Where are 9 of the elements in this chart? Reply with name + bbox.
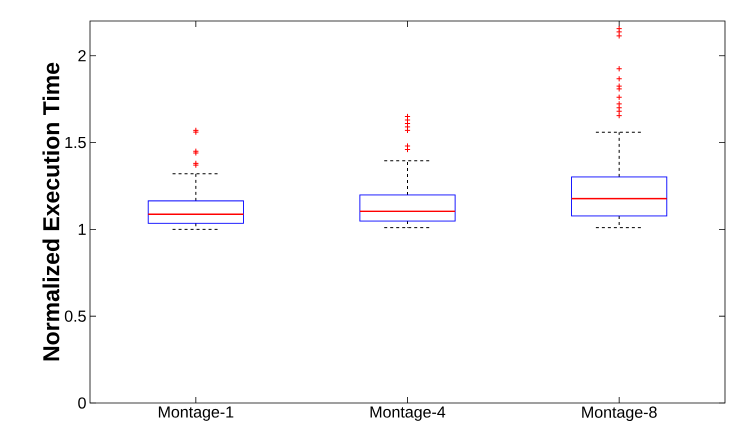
y-axis-title: Normalized Execution Time [42, 62, 60, 360]
x-tick-label: Montage-8 [582, 406, 657, 422]
x-tick-label: Montage-1 [158, 406, 234, 421]
y-tick-label: 1.5 [65, 136, 86, 148]
y-tick-label: 0.5 [64, 310, 86, 322]
y-tick-label: 1 [78, 224, 86, 235]
y-tick-label: 2 [78, 50, 86, 62]
x-tick-label: Montage-4 [370, 406, 446, 421]
y-tick-label: 0 [78, 397, 86, 409]
